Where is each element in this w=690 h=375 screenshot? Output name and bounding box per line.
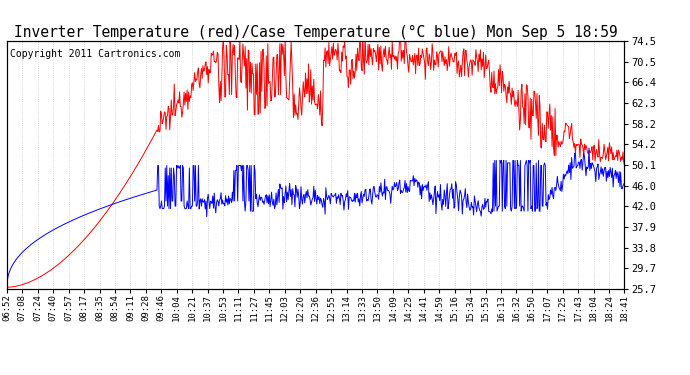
Text: Copyright 2011 Cartronics.com: Copyright 2011 Cartronics.com (10, 49, 180, 58)
Title: Inverter Temperature (red)/Case Temperature (°C blue) Mon Sep 5 18:59: Inverter Temperature (red)/Case Temperat… (14, 25, 618, 40)
